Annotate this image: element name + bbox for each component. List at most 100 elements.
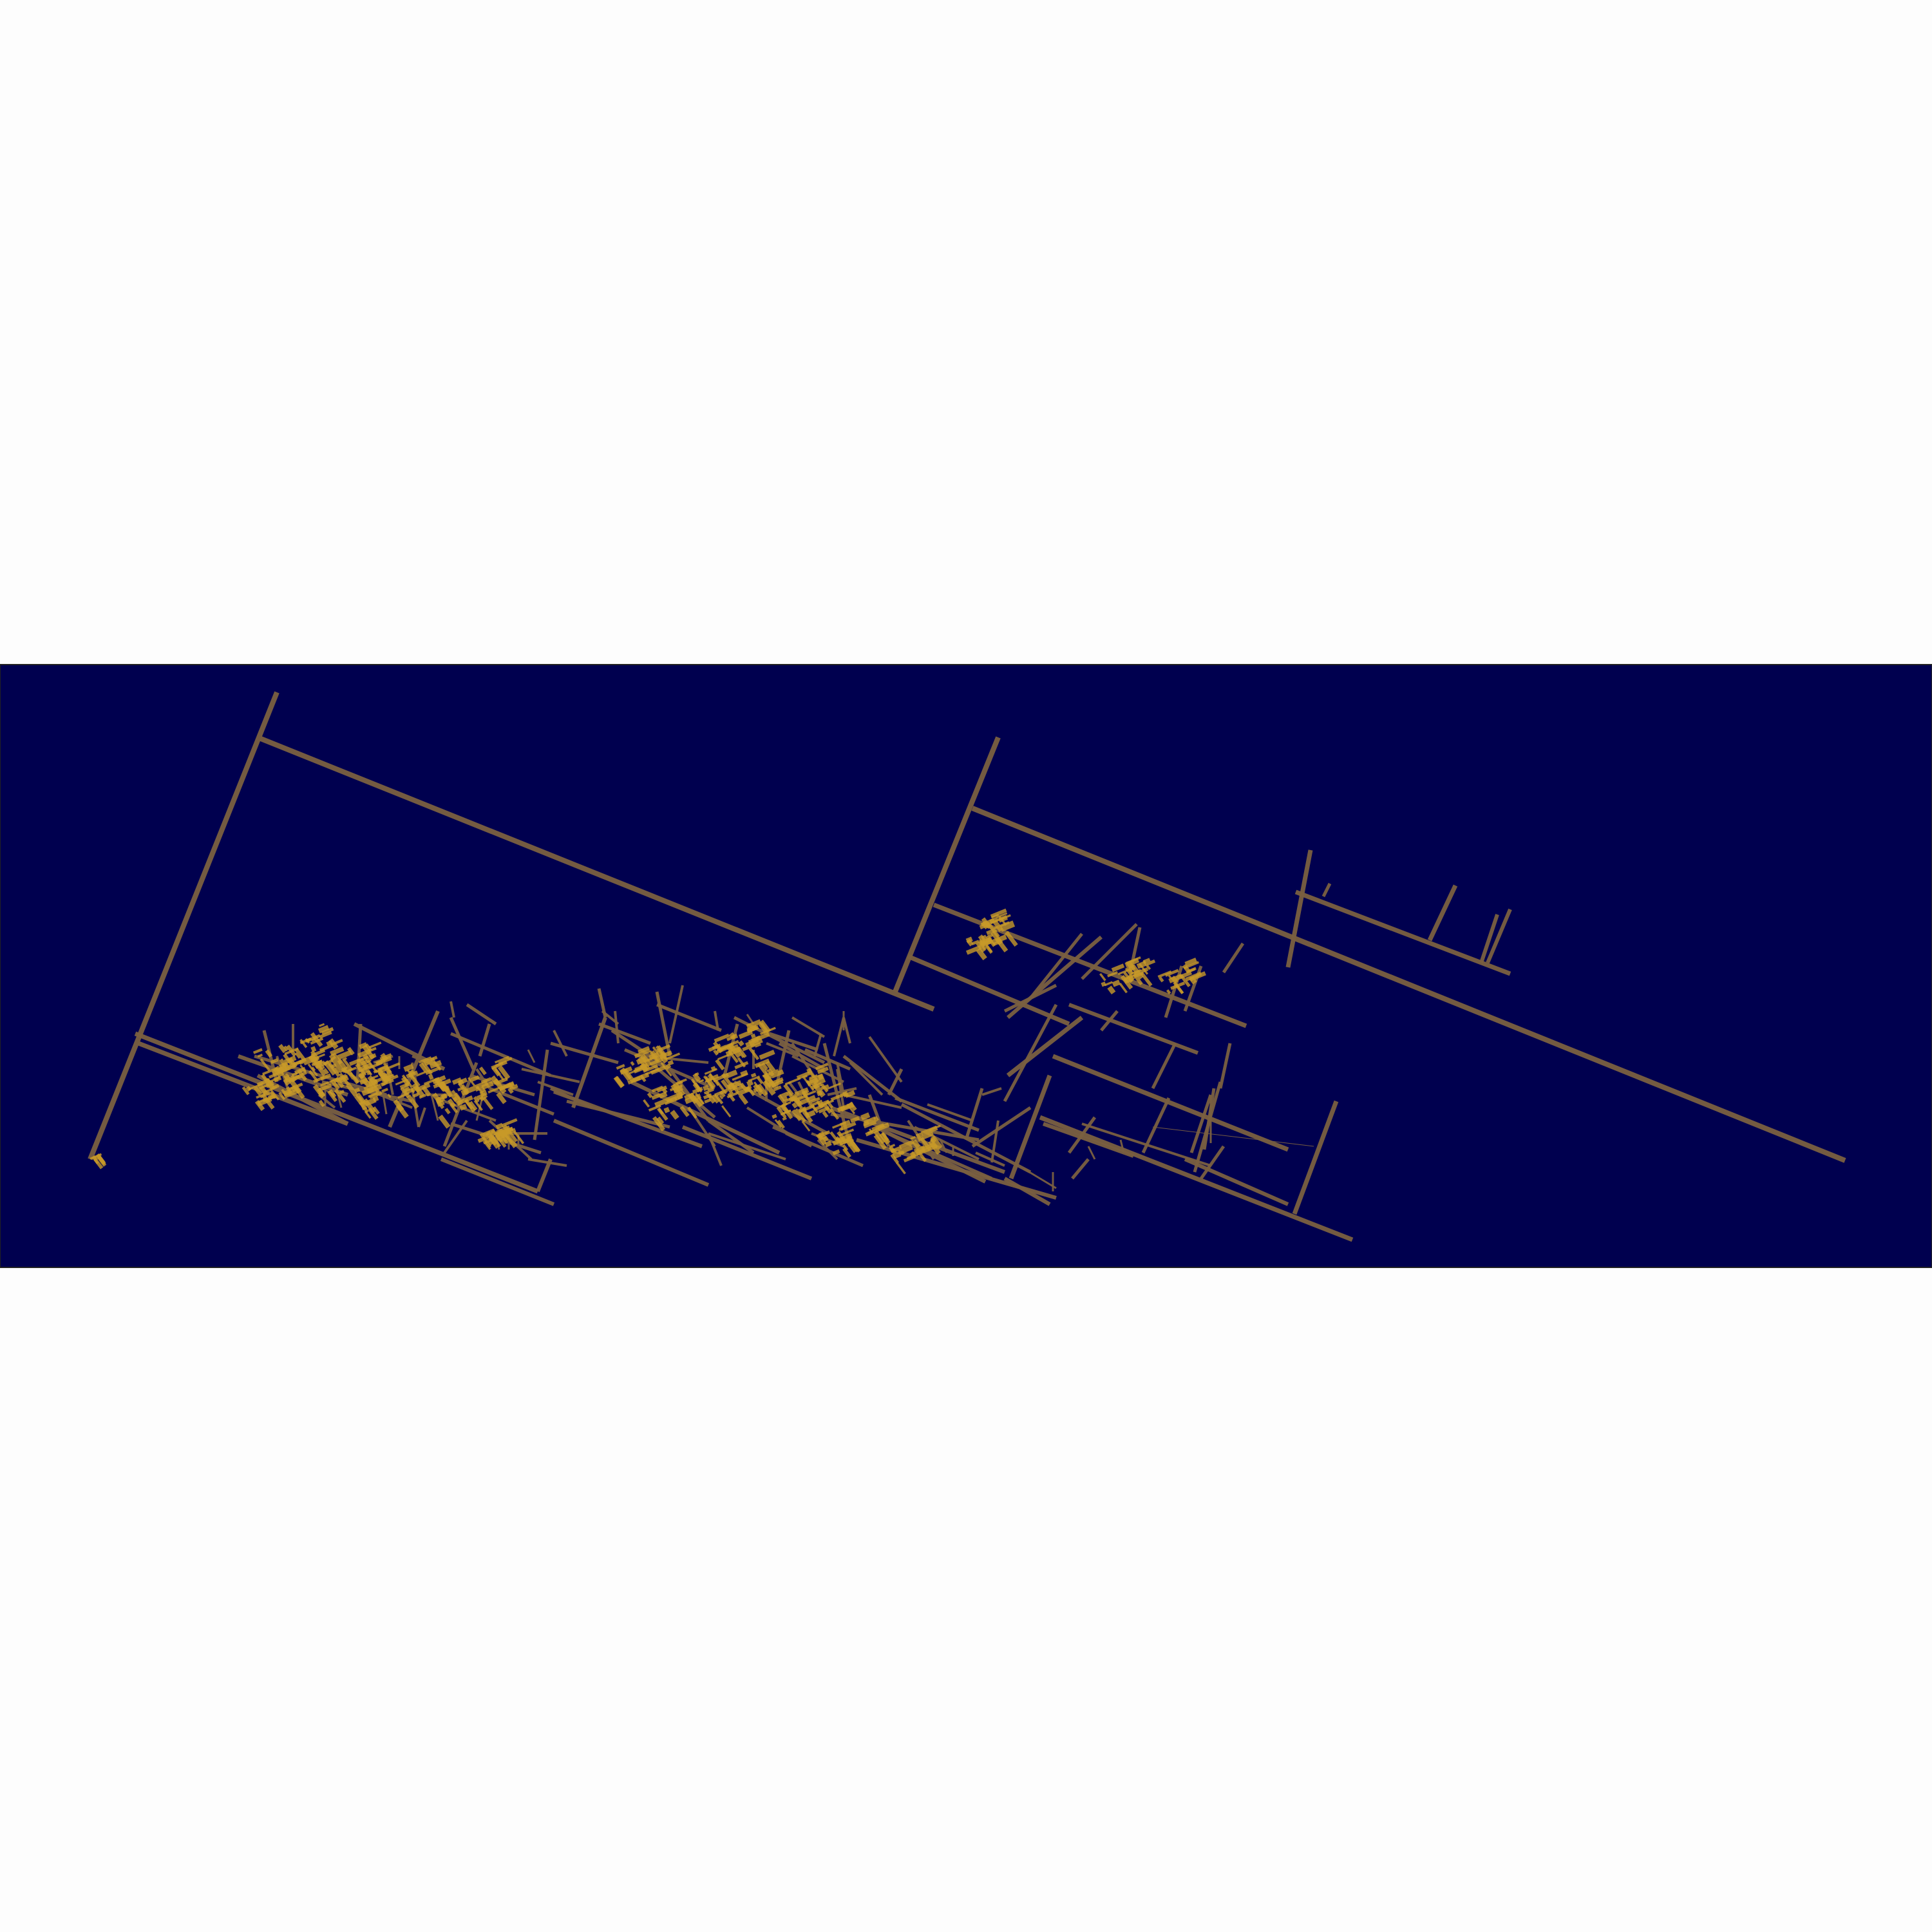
branch-segment xyxy=(668,985,684,1044)
leaf-mark xyxy=(863,1116,876,1124)
leaf-mark xyxy=(651,1085,663,1093)
leaf-mark xyxy=(719,1094,724,1100)
leaf-mark xyxy=(487,1139,495,1146)
leaf-mark xyxy=(656,1085,668,1093)
leaf-mark xyxy=(1157,970,1172,978)
leaf-mark xyxy=(663,1106,670,1113)
leaf-mark xyxy=(791,1102,798,1109)
leaf-mark xyxy=(846,1103,856,1115)
leaf-mark xyxy=(459,1103,468,1111)
branch-segment xyxy=(907,954,1070,1027)
leaf-mark xyxy=(702,1084,710,1092)
branch-segment xyxy=(1007,935,1103,1019)
leaf-mark xyxy=(359,1077,368,1085)
leaf-mark xyxy=(377,1068,384,1076)
branch-segment xyxy=(1152,1126,1314,1147)
leaf-mark xyxy=(634,1048,651,1059)
branch-segment xyxy=(450,1001,455,1018)
leaf-mark xyxy=(431,1075,446,1084)
leaf-mark xyxy=(507,1087,514,1094)
leaf-mark xyxy=(262,1095,275,1103)
leaf-mark xyxy=(1173,981,1184,994)
leaf-mark xyxy=(670,1110,679,1120)
leaf-mark xyxy=(315,1064,321,1069)
leaf-mark xyxy=(698,1079,705,1083)
leaf-mark xyxy=(877,1122,890,1132)
leaf-mark xyxy=(319,1030,332,1039)
branch-segment xyxy=(537,1081,574,1096)
branch-segment xyxy=(774,1030,791,1089)
leaf-mark xyxy=(630,1061,635,1066)
leaf-mark xyxy=(282,1088,292,1097)
leaf-mark xyxy=(425,1066,441,1075)
leaf-mark xyxy=(356,1059,368,1068)
leaf-mark xyxy=(320,1073,332,1081)
leaf-mark xyxy=(479,1133,492,1148)
leaf-mark xyxy=(704,1068,718,1075)
leaf-mark xyxy=(252,1048,263,1054)
leaf-mark xyxy=(656,1044,671,1052)
leaf-mark xyxy=(614,1075,625,1088)
leaf-mark xyxy=(629,1066,644,1075)
leaf-mark xyxy=(368,1092,378,1098)
leaf-mark xyxy=(482,1096,494,1110)
leaf-mark xyxy=(978,934,985,942)
leaf-mark xyxy=(329,1076,341,1083)
leaf-mark xyxy=(257,1054,263,1058)
leaf-mark xyxy=(501,1118,518,1128)
leaf-mark xyxy=(873,1134,887,1150)
leaf-mark xyxy=(1126,961,1134,969)
leaf-mark xyxy=(348,1058,361,1066)
branch-segment xyxy=(842,1055,903,1103)
leaf-clusters xyxy=(90,908,1206,1175)
leaf-mark xyxy=(307,1063,318,1077)
leaf-mark xyxy=(299,1065,307,1073)
leaf-mark xyxy=(684,1093,702,1104)
leaf-mark xyxy=(495,1122,504,1130)
leaf-mark xyxy=(1132,973,1143,986)
leaf-mark xyxy=(966,938,974,947)
leaf-mark xyxy=(759,1049,775,1060)
leaf-mark xyxy=(490,1075,499,1085)
branch-segment xyxy=(521,1068,580,1083)
leaf-mark xyxy=(774,1119,782,1128)
branch-segment xyxy=(939,1139,948,1153)
leaf-mark xyxy=(746,1079,753,1087)
leaf-mark xyxy=(473,1095,480,1103)
leaf-mark xyxy=(440,1093,448,1100)
leaf-mark xyxy=(735,1085,744,1092)
leaf-mark xyxy=(693,1096,703,1108)
leaf-mark xyxy=(707,1086,714,1092)
leaf-mark xyxy=(1111,963,1125,972)
branch-segment xyxy=(842,1017,851,1044)
branch-segment xyxy=(836,1068,845,1108)
leaf-mark xyxy=(403,1085,419,1095)
leaf-mark xyxy=(728,1042,741,1059)
leaf-mark xyxy=(451,1077,462,1085)
leaf-mark xyxy=(709,1096,716,1104)
leaf-mark xyxy=(896,1162,906,1175)
leaf-mark xyxy=(1146,959,1156,966)
leaf-mark xyxy=(1183,961,1199,970)
leaf-mark xyxy=(782,1109,791,1115)
leaf-mark xyxy=(502,1124,510,1133)
leaf-mark xyxy=(661,1088,668,1094)
leaf-mark xyxy=(742,1043,755,1052)
leaf-mark xyxy=(366,1083,383,1094)
branch-segment xyxy=(489,1086,554,1116)
leaf-mark xyxy=(475,1080,489,1090)
leaf-mark xyxy=(825,1082,842,1091)
branch-segment xyxy=(900,1103,1032,1174)
branch-segment xyxy=(469,1074,535,1097)
leaf-mark xyxy=(988,933,994,938)
leaf-mark xyxy=(832,1149,840,1155)
leaf-mark xyxy=(710,1074,719,1081)
leaf-mark xyxy=(660,1062,672,1077)
leaf-mark xyxy=(253,1086,263,1096)
leaf-mark xyxy=(421,1085,431,1097)
leaf-mark xyxy=(328,1089,337,1098)
leaf-mark xyxy=(647,1092,653,1099)
leaf-mark xyxy=(412,1092,419,1098)
leaf-mark xyxy=(278,1044,287,1054)
leaf-mark xyxy=(319,1083,332,1092)
